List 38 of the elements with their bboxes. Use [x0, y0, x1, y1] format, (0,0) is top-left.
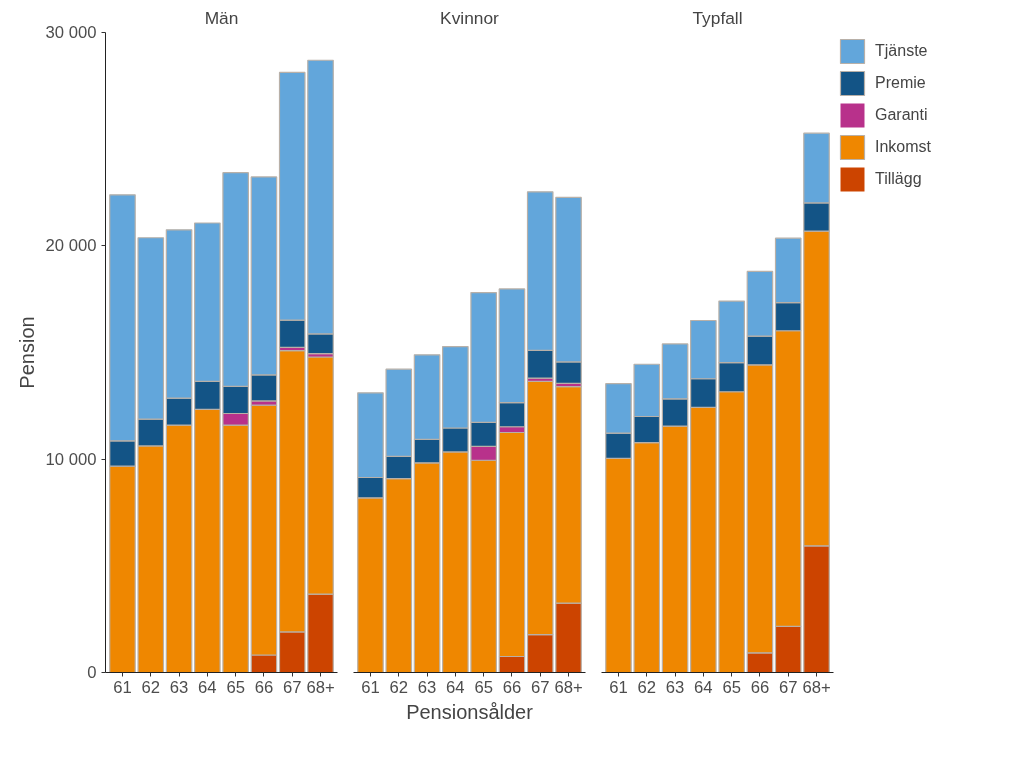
x-tick-label: 62 — [389, 677, 409, 697]
x-tick-label: 64 — [446, 677, 465, 697]
y-axis-title: Pension — [15, 316, 38, 389]
legend-label: Tjänste — [875, 41, 928, 61]
x-tick-label: 66 — [750, 677, 770, 697]
x-tick-label: 67 — [530, 677, 550, 697]
legend-label: Inkomst — [875, 137, 932, 157]
x-tick-label: 65 — [474, 677, 493, 697]
x-tick-label: 67 — [282, 677, 302, 697]
x-tick-label: 61 — [361, 677, 380, 697]
x-axis-title: Pensionsålder — [406, 700, 534, 723]
x-tick-label: 63 — [665, 677, 685, 697]
legend-label: Garanti — [875, 105, 928, 125]
x-tick-label: 68+ — [306, 677, 335, 697]
x-tick-label: 63 — [169, 677, 189, 697]
x-tick-label: 66 — [502, 677, 522, 697]
x-tick-label: 68+ — [554, 677, 583, 697]
legend-label: Tillägg — [875, 169, 922, 189]
x-tick-label: 68+ — [802, 677, 831, 697]
x-tick-label: 65 — [226, 677, 245, 697]
y-tick-label: 20 000 — [45, 236, 97, 256]
x-tick-label: 67 — [778, 677, 798, 697]
chart-title: Kvinnor — [440, 7, 500, 28]
legend-label: Premie — [875, 73, 926, 93]
y-tick-label: 10 000 — [45, 449, 97, 469]
x-tick-label: 61 — [609, 677, 628, 697]
x-tick-label: 66 — [254, 677, 274, 697]
x-tick-label: 61 — [113, 677, 132, 697]
x-tick-label: 63 — [417, 677, 437, 697]
y-tick-label: 30 000 — [45, 23, 97, 42]
chart-title: Män — [204, 7, 239, 28]
chart-title: Typfall — [692, 7, 743, 28]
y-tick-label: 0 — [87, 663, 97, 682]
x-tick-label: 62 — [141, 677, 161, 697]
x-tick-label: 62 — [637, 677, 657, 697]
x-tick-label: 64 — [694, 677, 713, 697]
x-tick-label: 64 — [198, 677, 217, 697]
x-tick-label: 65 — [722, 677, 741, 697]
